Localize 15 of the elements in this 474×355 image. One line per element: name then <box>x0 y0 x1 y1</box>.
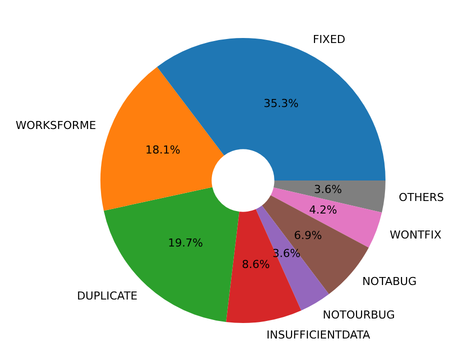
slice-label: FIXED <box>312 33 346 46</box>
data-label: 6.9% <box>294 228 322 242</box>
slice-label: NOTABUG <box>362 275 417 288</box>
slice-label: NOTOURBUG <box>322 308 395 322</box>
slice-label: WORKSFORME <box>16 118 96 132</box>
data-label: 35.3% <box>264 96 299 110</box>
slice-label: INSUFFICIENTDATA <box>266 328 371 342</box>
slice-label: DUPLICATE <box>76 289 138 302</box>
data-label: 3.6% <box>314 183 342 196</box>
data-label: 18.1% <box>145 144 180 157</box>
data-label: 4.2% <box>309 203 338 216</box>
data-label: 8.6% <box>242 258 270 271</box>
slice-label: OTHERS <box>398 191 444 204</box>
data-label: 19.7% <box>168 236 203 250</box>
slice-label: WONTFIX <box>390 228 442 242</box>
